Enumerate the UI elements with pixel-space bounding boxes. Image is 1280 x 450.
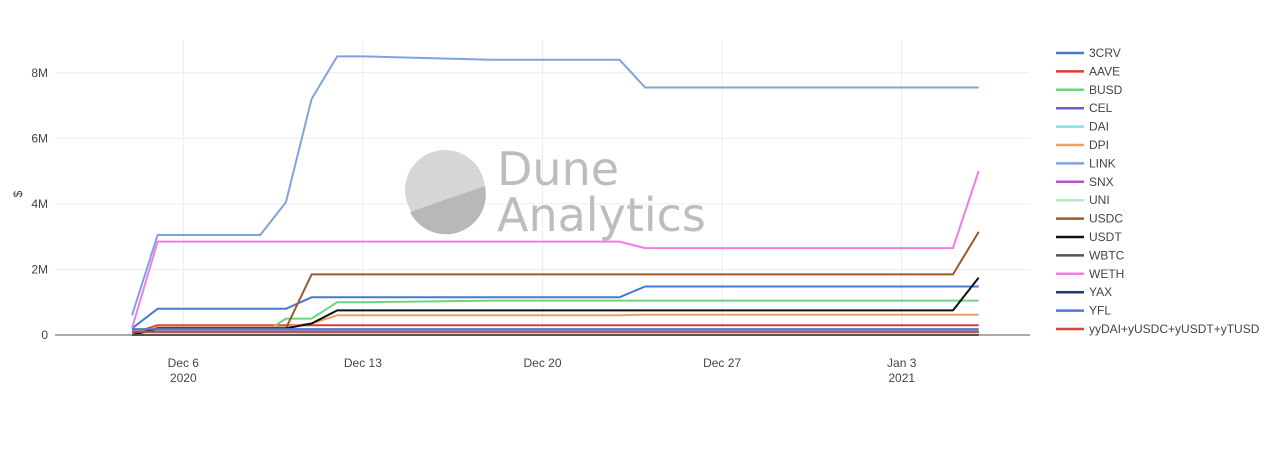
x-tick-label: Dec 20 <box>523 356 561 370</box>
x-tick-label: Dec 6 <box>168 356 200 370</box>
legend-label: 3CRV <box>1089 46 1121 60</box>
legend-label: LINK <box>1089 156 1116 170</box>
x-tick-label: Dec 13 <box>344 356 382 370</box>
legend-label: YAX <box>1089 285 1112 299</box>
x-tick-label: Dec 27 <box>703 356 741 370</box>
legend-label: DPI <box>1089 138 1109 152</box>
watermark-logo-shadow <box>410 186 486 235</box>
legend: 3CRV AAVE BUSD CEL DAI DPI LINK SNX UNI USDC USDT W… <box>1056 46 1260 336</box>
gridlines <box>55 40 1030 335</box>
x-tick-year-label: 2020 <box>170 371 197 385</box>
series-line-weth <box>131 170 980 329</box>
legend-label: BUSD <box>1089 83 1123 97</box>
series-line-dpi <box>131 313 979 336</box>
legend-label: SNX <box>1089 175 1114 189</box>
y-tick-label: 8M <box>31 66 48 80</box>
watermark: Dune Analytics <box>405 142 706 242</box>
series-line-link <box>131 55 979 316</box>
x-tick-year-label: 2021 <box>888 371 915 385</box>
watermark-line-2: Analytics <box>497 188 706 242</box>
watermark-line-1: Dune <box>497 142 619 196</box>
legend-label: AAVE <box>1089 64 1120 78</box>
y-tick-label: 4M <box>31 197 48 211</box>
series-line-aave <box>131 324 979 335</box>
legend-label: yyDAI+yUSDC+yUSDT+yTUSD <box>1089 322 1260 336</box>
y-axis-title: $ <box>11 190 25 197</box>
legend-label: USDT <box>1089 230 1122 244</box>
legend-label: WBTC <box>1089 248 1125 262</box>
x-tick-label: Jan 3 <box>887 356 917 370</box>
y-tick-label: 2M <box>31 262 48 276</box>
y-tick-label: 0 <box>41 328 48 342</box>
y-tick-label: 6M <box>31 131 48 145</box>
legend-label: YFL <box>1089 304 1111 318</box>
legend-label: UNI <box>1089 193 1110 207</box>
legend-label: USDC <box>1089 212 1123 226</box>
series-line-3crv <box>131 285 979 330</box>
legend-label: WETH <box>1089 267 1124 281</box>
legend-label: CEL <box>1089 101 1113 115</box>
legend-label: DAI <box>1089 120 1109 134</box>
